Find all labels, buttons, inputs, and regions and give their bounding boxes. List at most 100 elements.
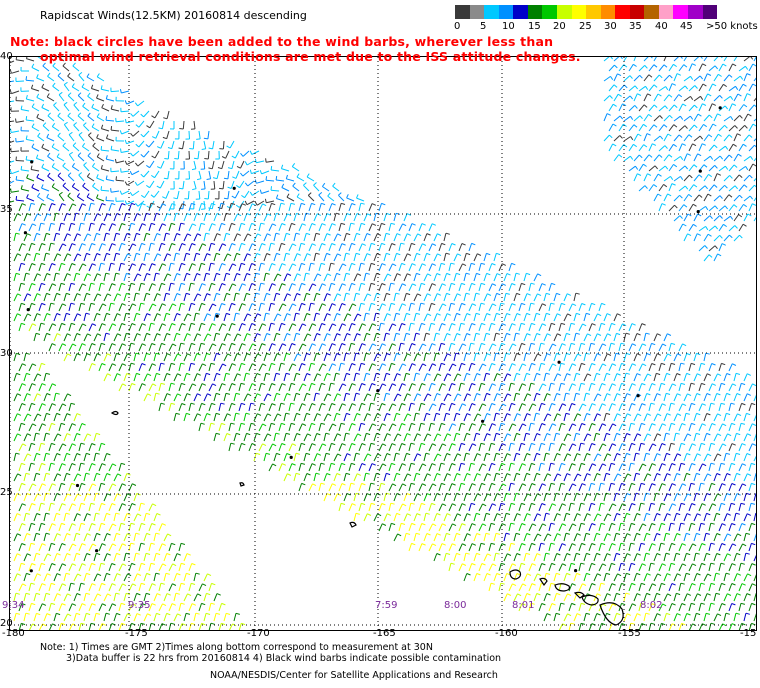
legend-label: 45 xyxy=(680,21,693,32)
wind-barb-flag xyxy=(640,542,646,545)
wind-barb-flag xyxy=(746,593,751,596)
wind-barb xyxy=(183,273,188,282)
wind-barb xyxy=(118,203,123,212)
wind-barb xyxy=(358,283,362,292)
wind-barb xyxy=(63,333,68,342)
wind-barb-flag xyxy=(321,382,326,386)
wind-barb-flag xyxy=(10,89,12,94)
wind-barb-flag xyxy=(315,232,321,235)
wind-barb xyxy=(688,623,693,630)
wind-barb xyxy=(211,200,215,209)
wind-barb xyxy=(18,363,23,372)
wind-barb xyxy=(303,233,307,242)
wind-barb xyxy=(198,423,202,432)
wind-barb xyxy=(193,353,198,362)
wind-barb xyxy=(503,393,508,402)
wind-barb-flag xyxy=(676,473,681,476)
wind-barb-flag xyxy=(751,482,756,486)
wind-barb-flag xyxy=(741,523,746,526)
wind-barb-flag xyxy=(636,333,641,336)
wind-barb-flag xyxy=(527,573,532,576)
wind-barb xyxy=(693,353,697,362)
wind-barb xyxy=(638,543,642,552)
wind-barb xyxy=(303,353,307,362)
wind-barb xyxy=(473,393,478,402)
wind-barb xyxy=(603,393,608,402)
wind-barb xyxy=(703,613,707,622)
wind-barb-flag xyxy=(421,263,427,266)
wind-barb-flag xyxy=(726,373,731,376)
wind-barb-flag xyxy=(631,442,636,446)
wind-barb-flag xyxy=(206,413,211,416)
wind-barb-flag xyxy=(370,282,376,285)
wind-barb-flag xyxy=(622,423,627,427)
wind-barb xyxy=(318,283,323,292)
wind-barb-flag xyxy=(61,203,66,206)
wind-barb xyxy=(343,393,347,402)
wind-barb xyxy=(673,473,678,482)
wind-barb-flag xyxy=(506,473,511,476)
wind-barb-flag xyxy=(376,272,381,276)
wind-barb-flag xyxy=(346,453,351,456)
wind-barb xyxy=(648,603,653,612)
wind-barb-flag xyxy=(222,243,227,246)
wind-barb-flag xyxy=(286,453,291,456)
wind-barb-flag xyxy=(550,482,556,485)
wind-barb-flag xyxy=(686,353,691,356)
wind-barb xyxy=(338,194,345,202)
wind-barb-flag xyxy=(550,522,555,525)
wind-barb-flag xyxy=(336,313,341,316)
wind-barb xyxy=(333,273,338,282)
wind-barb xyxy=(403,273,408,282)
wind-barb-flag xyxy=(225,392,231,395)
wind-barb-flag xyxy=(710,622,715,625)
wind-barb xyxy=(418,263,423,272)
wind-barb xyxy=(623,573,627,582)
wind-barb-flag xyxy=(31,442,36,446)
wind-barb xyxy=(93,433,97,442)
wind-barb xyxy=(488,483,493,492)
wind-barb-flag xyxy=(31,383,36,386)
wind-barb xyxy=(613,373,618,382)
wind-barb xyxy=(433,453,439,462)
wind-barb xyxy=(473,253,478,262)
wind-barb-flag xyxy=(57,132,61,137)
wind-barb xyxy=(153,213,157,222)
wind-barb xyxy=(488,583,492,592)
wind-barb xyxy=(203,313,208,322)
wind-barb-flag xyxy=(550,382,555,385)
wind-barb xyxy=(498,523,503,532)
wind-barb xyxy=(668,563,672,572)
wind-barb-flag xyxy=(119,190,123,195)
wind-barb xyxy=(193,333,198,342)
wind-barb-flag xyxy=(100,146,103,151)
wind-barb-flag xyxy=(720,462,726,465)
wind-barb-flag xyxy=(351,443,356,446)
wind-barb-flag xyxy=(220,402,225,405)
wind-barb-flag xyxy=(17,253,22,256)
wind-barb-flag xyxy=(525,432,531,435)
wind-barb xyxy=(258,363,264,372)
wind-barb xyxy=(393,493,398,502)
wind-barb-flag xyxy=(646,512,651,516)
wind-barb-flag xyxy=(696,573,701,576)
wind-barb xyxy=(348,463,352,472)
wind-barb xyxy=(108,243,113,252)
wind-barb xyxy=(363,393,368,402)
wind-barb xyxy=(183,213,188,222)
wind-barb-flag xyxy=(110,302,115,305)
wind-barb-flag xyxy=(596,473,601,476)
wind-barb xyxy=(378,343,383,352)
wind-barb xyxy=(63,213,68,222)
wind-barb xyxy=(433,333,437,342)
wind-barb xyxy=(533,273,539,282)
wind-barb-flag xyxy=(551,403,556,406)
wind-barb xyxy=(578,583,583,592)
wind-barb-flag xyxy=(226,433,231,436)
wind-barb-flag xyxy=(261,343,266,346)
wind-barb xyxy=(628,583,633,592)
wind-barb xyxy=(308,403,313,412)
wind-barb-flag xyxy=(15,232,20,235)
wind-barb xyxy=(473,333,477,342)
wind-barb-flag xyxy=(306,412,311,416)
